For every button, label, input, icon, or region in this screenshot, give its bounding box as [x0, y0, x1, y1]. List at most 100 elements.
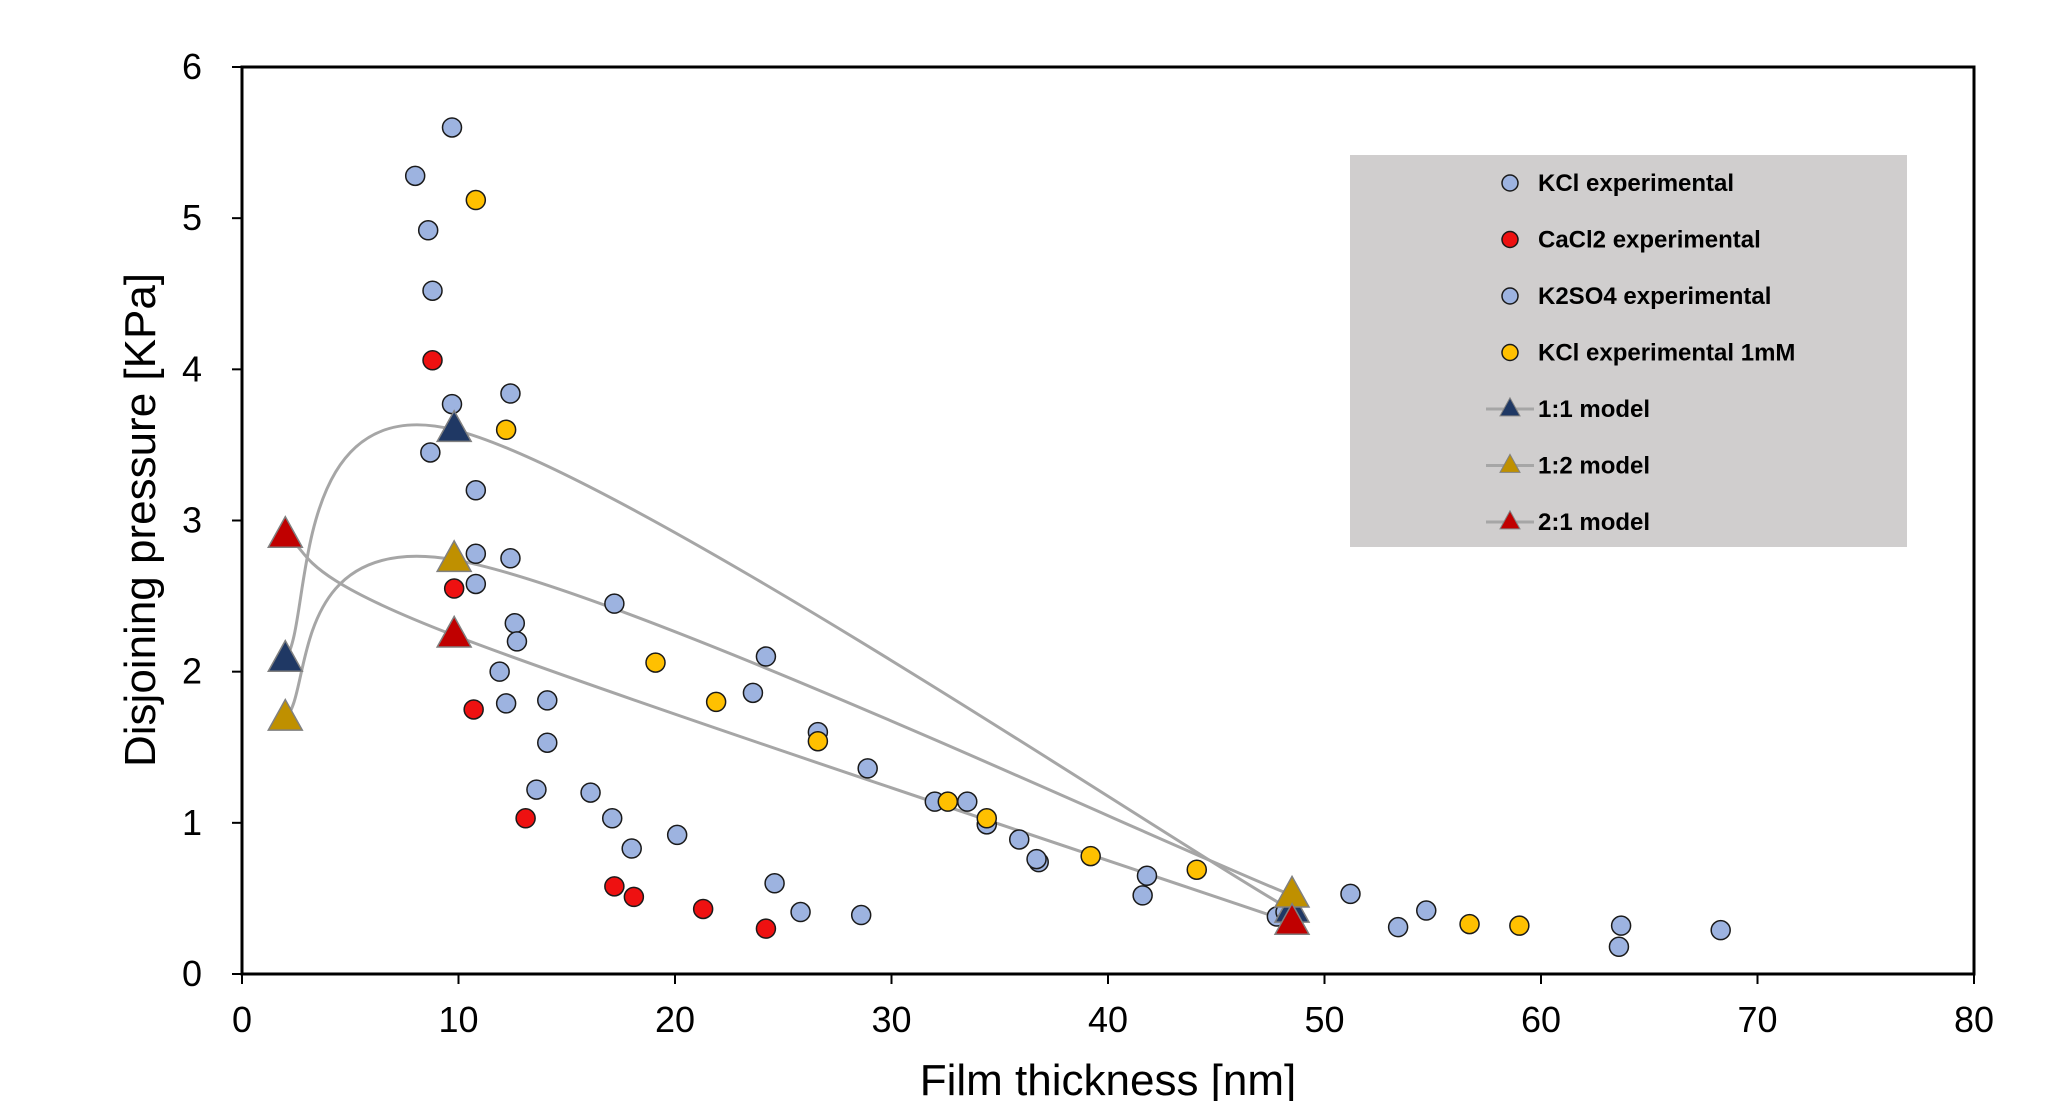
circle-marker [422, 350, 443, 371]
legend-circle [1501, 343, 1519, 362]
circle-marker [645, 652, 666, 673]
circle-marker [937, 791, 959, 812]
circle-marker [1387, 916, 1409, 938]
circle-marker [1509, 915, 1530, 936]
circle-marker [404, 165, 426, 187]
x-tick-label: 10 [438, 999, 478, 1040]
circle-marker [1132, 885, 1153, 906]
triangle-marker [267, 698, 304, 731]
x-axis-title: Film thickness [nm] [920, 1056, 1297, 1101]
model-line [284, 534, 1293, 925]
x-tick-label: 50 [1304, 999, 1344, 1040]
circle-marker [1136, 865, 1158, 886]
circle-marker [526, 779, 547, 800]
triangle-marker [435, 409, 473, 443]
circle-marker [1080, 845, 1101, 867]
circle-marker [463, 699, 484, 720]
circle-marker [441, 393, 463, 415]
circle-marker [465, 573, 487, 595]
circle-marker [857, 758, 878, 779]
y-tick-label: 1 [182, 802, 202, 843]
legend-label: KCl experimental [1538, 170, 1734, 197]
x-tick-label: 30 [871, 999, 911, 1040]
circle-marker [465, 480, 487, 501]
y-tick-label: 6 [182, 46, 202, 87]
x-tick-label: 0 [232, 999, 252, 1040]
circle-marker [1416, 900, 1437, 921]
x-tick-label: 20 [655, 999, 695, 1040]
x-tick-label: 60 [1521, 999, 1561, 1040]
circle-marker [420, 442, 441, 463]
triangle-marker [267, 515, 304, 548]
circle-marker [500, 383, 521, 404]
circle-marker [957, 791, 978, 812]
legend-label: K2SO4 experimental [1538, 283, 1771, 310]
circle-marker [504, 613, 526, 634]
circle-marker [500, 548, 521, 569]
y-tick-label: 5 [182, 197, 202, 238]
data-points [267, 117, 1731, 958]
circle-marker [755, 646, 777, 667]
circle-marker [537, 732, 558, 753]
circle-marker [790, 901, 811, 923]
circle-marker [422, 280, 443, 301]
circle-marker [1186, 859, 1208, 880]
legend-circle [1501, 174, 1519, 192]
circle-marker [537, 690, 558, 711]
triangle-marker [435, 614, 473, 648]
circle-marker [1710, 919, 1731, 941]
circle-marker [755, 918, 777, 939]
triangle-marker [267, 639, 304, 672]
legend-circle [1501, 287, 1519, 305]
legend-label: 2:1 model [1538, 509, 1650, 536]
triangle-marker [1273, 902, 1311, 935]
legend-triangle [1499, 396, 1521, 417]
circle-marker [417, 220, 439, 241]
legend-circle [1501, 230, 1519, 249]
circle-marker [506, 631, 528, 652]
circle-marker [807, 730, 829, 752]
circle-marker [465, 543, 487, 565]
circle-marker [1610, 915, 1632, 936]
circle-marker [1340, 883, 1361, 905]
circle-marker [623, 886, 645, 908]
circle-marker [1608, 936, 1630, 958]
x-tick-label: 80 [1954, 999, 1994, 1040]
model-line [284, 554, 1293, 897]
circle-marker [489, 661, 510, 682]
y-tick-label: 4 [182, 348, 202, 389]
circle-marker [441, 117, 463, 138]
y-axis-title: Disjoining pressure [KPa] [116, 273, 165, 767]
y-tick-label: 0 [182, 953, 202, 994]
circle-marker [495, 419, 517, 441]
legend-background [1350, 155, 1907, 547]
circle-marker [601, 808, 623, 829]
legend-label: 1:2 model [1538, 453, 1650, 480]
circle-marker [604, 593, 625, 614]
y-tick-label: 3 [182, 500, 202, 541]
x-tick-label: 70 [1737, 999, 1777, 1040]
legend-triangle [1499, 453, 1521, 473]
circle-marker [764, 873, 785, 894]
legend: KCl experimental CaCl2 experimental K2SO4 … [1350, 155, 1907, 547]
y-axis: 0 1 2 3 4 5 6 [182, 46, 242, 994]
circle-marker [495, 693, 517, 714]
model-line [284, 423, 1293, 912]
legend-label: CaCl2 experimental [1538, 227, 1761, 254]
circle-marker [976, 808, 998, 829]
circle-marker [850, 904, 872, 926]
triangle-marker [435, 539, 473, 573]
y-tick-label: 2 [182, 651, 202, 692]
legend-label: 1:1 model [1538, 396, 1650, 423]
circle-marker [465, 189, 487, 211]
x-tick-label: 40 [1088, 999, 1128, 1040]
circle-marker [705, 691, 727, 713]
x-axis: 0 10 20 30 40 50 60 70 80 [232, 974, 1994, 1040]
circle-marker [692, 898, 714, 920]
circle-marker [443, 578, 465, 599]
circle-marker [580, 782, 601, 803]
circle-marker [742, 682, 764, 704]
legend-triangle [1499, 509, 1521, 530]
legend-label: KCl experimental 1mM [1538, 340, 1795, 367]
